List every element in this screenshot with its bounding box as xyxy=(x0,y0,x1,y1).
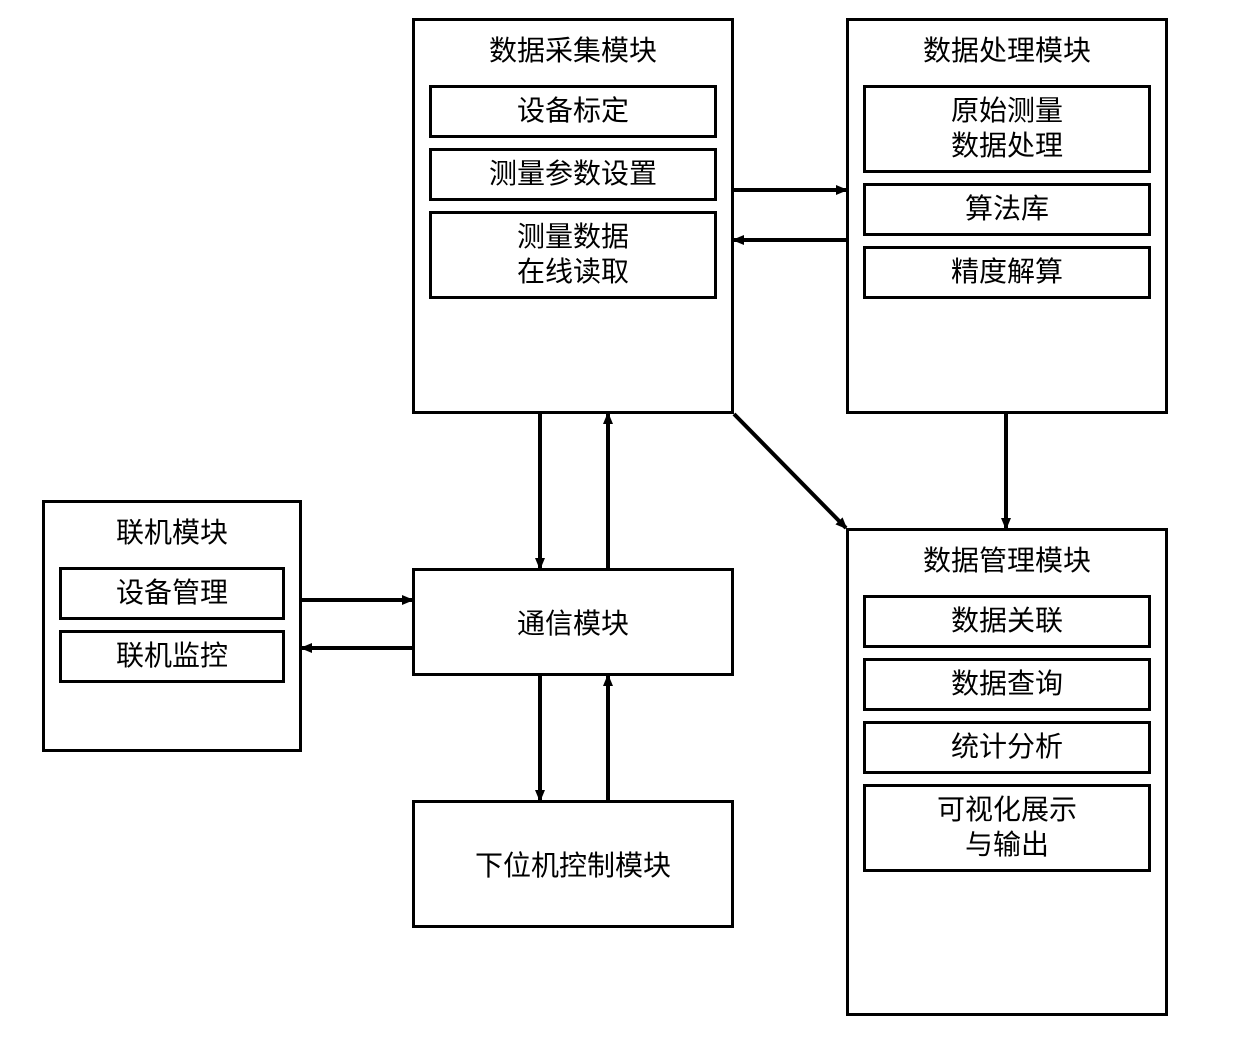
module-title: 数据管理模块 xyxy=(849,531,1165,585)
module-data-management: 数据管理模块 数据关联 数据查询 统计分析 可视化展示 与输出 xyxy=(846,528,1168,1016)
module-data-acquisition: 数据采集模块 设备标定 测量参数设置 测量数据 在线读取 xyxy=(412,18,734,414)
box-label: 下位机控制模块 xyxy=(475,844,671,884)
sub-item: 数据关联 xyxy=(863,595,1151,648)
sub-item: 联机监控 xyxy=(59,630,285,683)
box-comm: 通信模块 xyxy=(412,568,734,676)
sub-item: 测量参数设置 xyxy=(429,148,717,201)
sub-item: 可视化展示 与输出 xyxy=(863,784,1151,872)
sub-item: 算法库 xyxy=(863,183,1151,236)
module-title: 联机模块 xyxy=(45,503,299,557)
sub-item: 数据查询 xyxy=(863,658,1151,711)
module-title: 数据采集模块 xyxy=(415,21,731,75)
module-data-processing: 数据处理模块 原始测量 数据处理 算法库 精度解算 xyxy=(846,18,1168,414)
sub-item: 统计分析 xyxy=(863,721,1151,774)
module-title: 数据处理模块 xyxy=(849,21,1165,75)
box-lower: 下位机控制模块 xyxy=(412,800,734,928)
sub-item: 设备标定 xyxy=(429,85,717,138)
sub-item: 原始测量 数据处理 xyxy=(863,85,1151,173)
box-label: 通信模块 xyxy=(517,602,629,642)
sub-item: 测量数据 在线读取 xyxy=(429,211,717,299)
edge xyxy=(734,414,846,528)
module-online: 联机模块 设备管理 联机监控 xyxy=(42,500,302,752)
sub-item: 设备管理 xyxy=(59,567,285,620)
sub-item: 精度解算 xyxy=(863,246,1151,299)
